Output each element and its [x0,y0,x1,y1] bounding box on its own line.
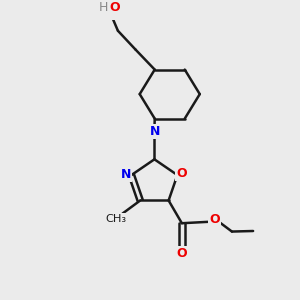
Text: N: N [121,168,131,181]
Text: O: O [176,167,187,180]
Text: H: H [98,1,108,14]
Text: N: N [150,125,160,138]
Text: CH₃: CH₃ [106,214,127,224]
Text: O: O [109,1,120,14]
Text: O: O [209,213,220,226]
Text: O: O [176,247,187,260]
